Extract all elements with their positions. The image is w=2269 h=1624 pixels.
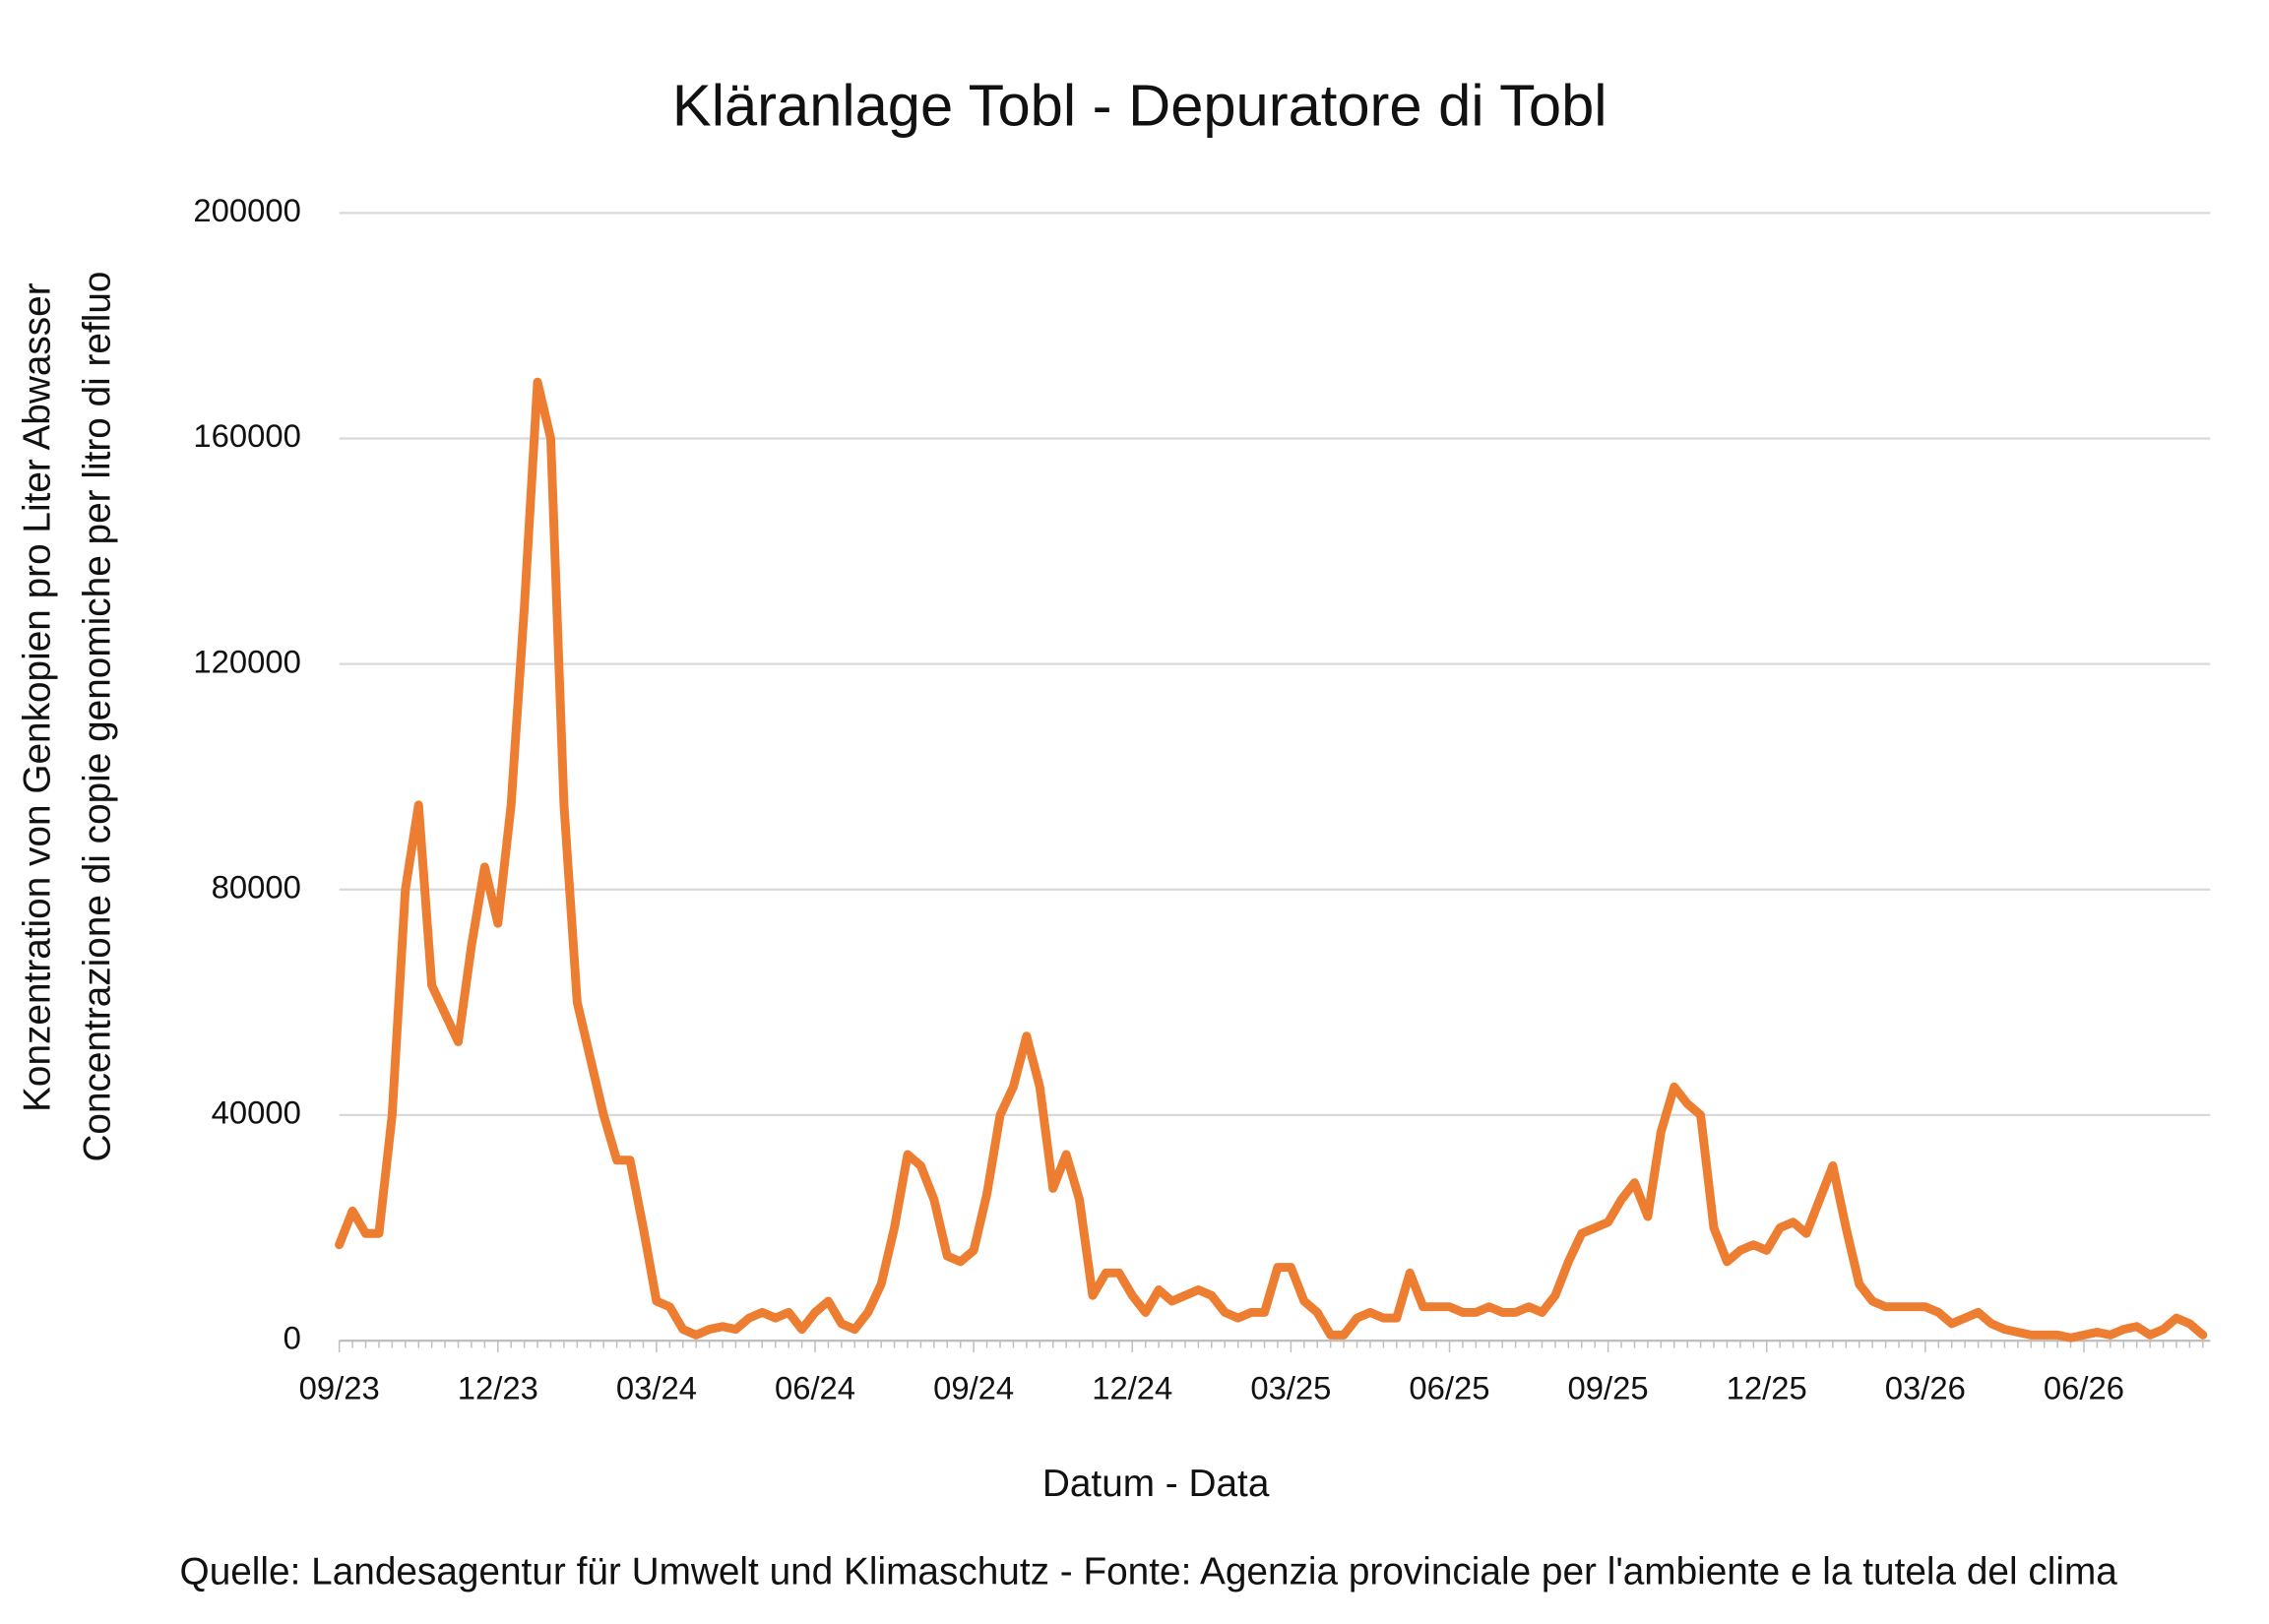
- x-tick-label: 06/26: [2044, 1369, 2124, 1405]
- y-tick-label: 160000: [193, 417, 300, 454]
- chart-title: Kläranlage Tobl - Depuratore di Tobl: [672, 73, 1607, 139]
- x-tick-label: 12/25: [1727, 1369, 1807, 1405]
- x-tick-label: 09/23: [299, 1369, 380, 1405]
- y-tick-label: 40000: [212, 1094, 301, 1131]
- y-axis-title: Concentrazione di copie genomiche per li…: [77, 271, 119, 1161]
- x-tick-label: 12/24: [1092, 1369, 1172, 1405]
- x-tick-label: 03/24: [616, 1369, 697, 1405]
- x-tick-label: 06/25: [1409, 1369, 1489, 1405]
- x-tick-label: 06/24: [775, 1369, 855, 1405]
- x-axis-title: Datum - Data: [1042, 1463, 1270, 1505]
- data-line: [335, 377, 2208, 1343]
- y-axis-title: Konzentration von Genkopien pro Liter Ab…: [17, 282, 59, 1112]
- source-note: Quelle: Landesagentur für Umwelt und Kli…: [180, 1551, 2118, 1593]
- y-tick-label: 120000: [193, 643, 300, 679]
- x-tick-label: 03/26: [1885, 1369, 1966, 1405]
- x-tick-label: 03/25: [1250, 1369, 1331, 1405]
- x-tick-label: 12/23: [458, 1369, 538, 1405]
- y-tick-label: 0: [284, 1320, 301, 1356]
- y-tick-label: 200000: [193, 192, 300, 228]
- x-tick-label: 09/24: [933, 1369, 1014, 1405]
- y-tick-label: 80000: [212, 868, 301, 905]
- x-tick-label: 09/25: [1568, 1369, 1649, 1405]
